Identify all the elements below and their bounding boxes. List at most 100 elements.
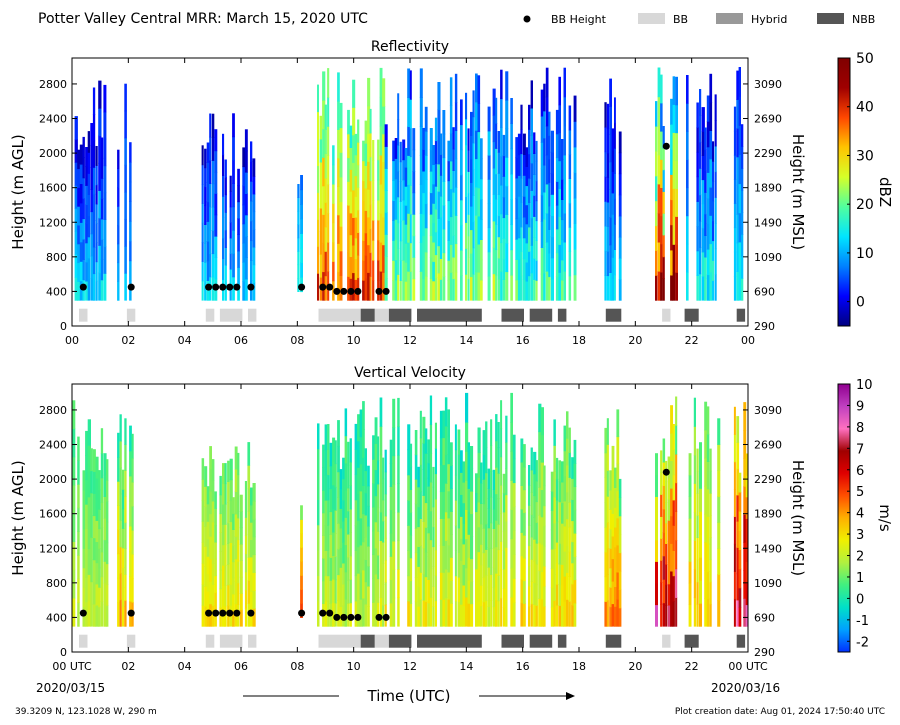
echo-cell [528,275,531,301]
echo-cell [704,256,707,280]
echo-cell [561,481,564,504]
echo-cell [545,154,549,185]
echo-cell [439,410,443,439]
y2-tick-label: 690 [754,611,775,624]
echo-cell [362,513,365,543]
echo-cell [244,278,248,301]
echo-cell [106,459,109,481]
bb-type-segment [684,634,699,648]
echo-cell [224,483,227,505]
echo-cell [402,239,406,261]
echo-cell [704,457,708,487]
echo-cell [712,200,715,222]
echo-cell [367,525,370,547]
echo-cell [384,146,388,169]
echo-cell [454,130,458,160]
echo-cell [324,226,327,252]
echo-cell [250,487,253,506]
echo-cell [424,179,428,205]
echo-cell [434,524,437,551]
echo-cell [609,606,613,627]
echo-cell [92,537,96,561]
echo-cell [487,130,491,156]
echo-cell [472,273,475,301]
echo-cell [364,187,368,211]
echo-cell [124,273,127,301]
panel-title: Vertical Velocity [354,365,466,381]
echo-cell [738,212,741,243]
echo-cell [465,170,468,197]
echo-cell [475,568,478,589]
echo-cell [424,453,428,479]
echo-cell [372,506,376,532]
echo-cell [540,273,544,301]
echo-cell [244,257,248,280]
echo-cell [201,164,204,185]
echo-cell [467,278,470,301]
echo-cell [244,571,247,591]
echo-cell [609,244,612,273]
bb-height-point [127,609,135,617]
echo-cell [354,550,358,577]
echo-cell [487,606,491,627]
echo-cell [538,542,542,572]
echo-cell [738,530,742,550]
echo-cell [709,73,713,103]
echo-cell [548,253,551,278]
echo-cell [131,554,134,579]
echo-cell [437,82,441,110]
echo-cell [512,602,516,627]
echo-cell [379,271,383,301]
echo-cell [611,235,614,258]
x-tick-label: 16 [516,334,530,347]
echo-cell [364,232,368,256]
echo-cell [670,98,673,125]
echo-cell [475,530,478,551]
x-tick-label: 04 [178,334,192,347]
echo-cell [322,242,326,273]
echo-cell [538,598,542,627]
echo-cell [432,241,435,262]
echo-cell [475,73,478,103]
echo-cell [429,257,433,280]
echo-cell [347,533,350,558]
echo-cell [699,442,702,466]
echo-cell [384,515,387,539]
echo-cell [362,457,365,486]
echo-cell [538,570,542,599]
echo-cell [224,503,227,525]
echo-cell [229,222,232,239]
echo-cell [77,187,81,207]
echo-cell [214,214,218,237]
echo-cell [543,585,546,607]
echo-cell [222,133,225,156]
echo-cell [616,409,620,438]
echo-cell [77,531,80,556]
echo-cell [90,233,94,257]
echo-cell [87,194,90,217]
echo-cell [300,519,303,534]
echo-cell [660,494,663,517]
echo-cell [540,571,544,600]
echo-cell [437,109,441,138]
echo-cell [467,192,470,215]
echo-cell [573,249,577,276]
echo-cell [741,146,744,169]
echo-cell [480,544,483,566]
echo-cell [234,558,238,582]
echo-cell [714,222,717,250]
echo-cell [693,540,696,570]
echo-cell [470,135,474,160]
echo-cell [512,530,516,555]
echo-cell [422,235,426,258]
echo-cell [670,405,673,434]
echo-cell [500,271,503,301]
echo-cell [530,581,533,605]
echo-cell [222,196,225,218]
echo-cell [545,125,549,156]
echo-cell [382,457,385,480]
echo-cell [717,418,721,445]
echo-cell [553,445,556,472]
bb-type-segment [529,308,553,322]
echo-cell [347,205,350,230]
